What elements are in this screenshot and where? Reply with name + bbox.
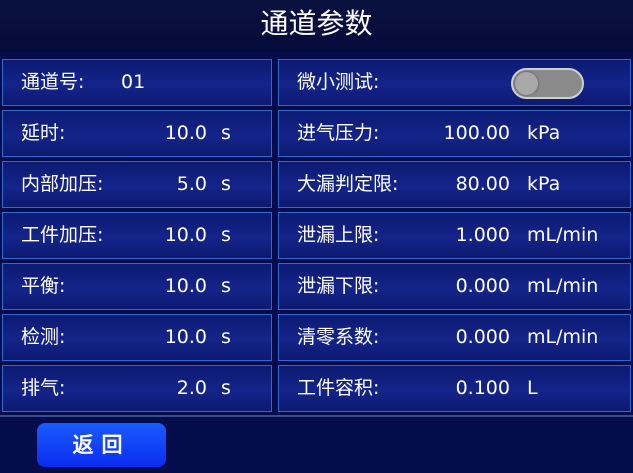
param-value[interactable]: 0.000 [455, 326, 510, 348]
channel-number[interactable]: 01 [121, 71, 146, 93]
left-param-row: 内部加压: 5.0 s [2, 161, 272, 208]
left-param-row: 检测: 10.0 s [2, 314, 272, 361]
param-value[interactable]: 5.0 [176, 173, 207, 195]
param-label: 平衡: [21, 275, 66, 297]
param-unit: s [221, 377, 231, 399]
right-param-row: 微小测试: [278, 59, 631, 106]
right-param-row: 泄漏上限: 1.000 mL/min [278, 212, 631, 259]
param-label: 内部加压: [21, 173, 104, 195]
param-value[interactable]: 80.00 [455, 173, 510, 195]
back-button[interactable]: 返回 [37, 423, 166, 467]
left-param-row: 排气: 2.0 s [2, 365, 272, 412]
param-unit: kPa [527, 122, 561, 144]
left-param-row: 延时: 10.0 s [2, 110, 272, 157]
right-param-row: 泄漏下限: 0.000 mL/min [278, 263, 631, 310]
param-label: 清零系数: [297, 326, 380, 348]
param-label: 排气: [21, 377, 66, 399]
left-param-row: 平衡: 10.0 s [2, 263, 272, 310]
param-value[interactable]: 10.0 [164, 224, 207, 246]
param-unit: mL/min [527, 275, 599, 297]
right-param-row: 进气压力: 100.00 kPa [278, 110, 631, 157]
param-value[interactable]: 0.000 [455, 275, 510, 297]
param-unit: s [221, 326, 231, 348]
param-value[interactable]: 100.00 [443, 122, 510, 144]
param-unit: s [221, 275, 231, 297]
param-value[interactable]: 10.0 [164, 122, 207, 144]
param-label: 检测: [21, 326, 66, 348]
param-label: 进气压力: [297, 122, 380, 144]
toggle-knob [515, 72, 538, 95]
right-param-row: 清零系数: 0.000 mL/min [278, 314, 631, 361]
param-label: 大漏判定限: [297, 173, 399, 195]
param-unit: s [221, 173, 231, 195]
param-value[interactable]: 2.0 [176, 377, 207, 399]
param-unit: mL/min [527, 224, 599, 246]
divider [0, 415, 633, 417]
param-unit: mL/min [527, 326, 599, 348]
param-label: 工件容积: [297, 377, 380, 399]
param-label: 泄漏下限: [297, 275, 380, 297]
param-unit: L [527, 377, 538, 399]
param-unit: s [221, 122, 231, 144]
param-unit: kPa [527, 173, 561, 195]
param-label: 通道号: [21, 71, 85, 93]
param-value[interactable]: 10.0 [164, 326, 207, 348]
micro-test-toggle[interactable] [511, 68, 584, 99]
left-param-row: 通道号: 01 [2, 59, 272, 106]
param-value[interactable]: 1.000 [455, 224, 510, 246]
left-param-row: 工件加压: 10.0 s [2, 212, 272, 259]
param-label: 微小测试: [297, 71, 380, 93]
param-label: 延时: [21, 122, 66, 144]
param-label: 工件加压: [21, 224, 104, 246]
right-param-row: 大漏判定限: 80.00 kPa [278, 161, 631, 208]
param-label: 泄漏上限: [297, 224, 380, 246]
page-title: 通道参数 [0, 0, 633, 52]
right-param-row: 工件容积: 0.100 L [278, 365, 631, 412]
param-value[interactable]: 10.0 [164, 275, 207, 297]
param-value[interactable]: 0.100 [455, 377, 510, 399]
param-unit: s [221, 224, 231, 246]
